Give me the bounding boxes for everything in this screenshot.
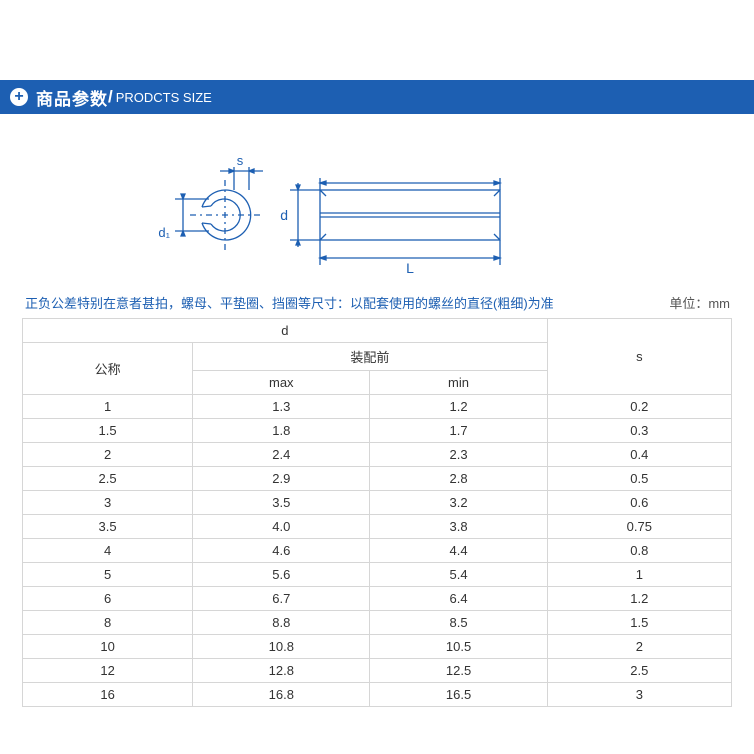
cell-s: 0.2: [547, 395, 731, 419]
cell-s: 1: [547, 563, 731, 587]
cell-max: 16.8: [193, 683, 370, 707]
table-row: 1212.812.52.5: [23, 659, 732, 683]
cell-s: 0.4: [547, 443, 731, 467]
cell-s: 2.5: [547, 659, 731, 683]
cell-max: 2.4: [193, 443, 370, 467]
cell-nominal: 8: [23, 611, 193, 635]
cell-s: 3: [547, 683, 731, 707]
note-text: 正负公差特别在意者甚拍，螺母、平垫圈、挡圈等尺寸：以配套使用的螺丝的直径(粗细)…: [25, 296, 554, 311]
th-assemble: 装配前: [193, 343, 548, 371]
table-row: 1.51.81.70.3: [23, 419, 732, 443]
cell-max: 2.9: [193, 467, 370, 491]
cell-s: 0.6: [547, 491, 731, 515]
table-row: 1010.810.52: [23, 635, 732, 659]
cell-min: 3.2: [370, 491, 547, 515]
cell-min: 16.5: [370, 683, 547, 707]
cell-min: 4.4: [370, 539, 547, 563]
unit-label: 单位：mm: [669, 293, 730, 312]
cell-min: 2.3: [370, 443, 547, 467]
cell-nominal: 2: [23, 443, 193, 467]
cell-nominal: 1: [23, 395, 193, 419]
cell-max: 8.8: [193, 611, 370, 635]
cell-nominal: 12: [23, 659, 193, 683]
svg-text:s: s: [237, 153, 244, 168]
table-row: 22.42.30.4: [23, 443, 732, 467]
cell-min: 5.4: [370, 563, 547, 587]
cell-min: 10.5: [370, 635, 547, 659]
cell-nominal: 1.5: [23, 419, 193, 443]
svg-text:L: L: [406, 260, 414, 276]
cell-nominal: 16: [23, 683, 193, 707]
cell-min: 1.2: [370, 395, 547, 419]
cell-max: 4.0: [193, 515, 370, 539]
th-d-group: d: [23, 319, 548, 343]
cell-max: 6.7: [193, 587, 370, 611]
cell-max: 1.8: [193, 419, 370, 443]
cell-nominal: 4: [23, 539, 193, 563]
cell-min: 12.5: [370, 659, 547, 683]
table-row: 2.52.92.80.5: [23, 467, 732, 491]
table-row: 3.54.03.80.75: [23, 515, 732, 539]
cell-min: 8.5: [370, 611, 547, 635]
cell-max: 3.5: [193, 491, 370, 515]
table-row: 55.65.41: [23, 563, 732, 587]
cell-nominal: 2.5: [23, 467, 193, 491]
cell-nominal: 5: [23, 563, 193, 587]
cell-nominal: 10: [23, 635, 193, 659]
dimension-table: d s 公称 装配前 max min 11.31.20.21.51.81.70.…: [22, 318, 732, 707]
tolerance-note: 正负公差特别在意者甚拍，螺母、平垫圈、挡圈等尺寸：以配套使用的螺丝的直径(粗细)…: [25, 293, 730, 312]
cell-s: 1.5: [547, 611, 731, 635]
cell-max: 10.8: [193, 635, 370, 659]
th-min: min: [370, 371, 547, 395]
cell-s: 2: [547, 635, 731, 659]
th-s: s: [547, 319, 731, 395]
table-row: 44.64.40.8: [23, 539, 732, 563]
th-max: max: [193, 371, 370, 395]
cell-min: 6.4: [370, 587, 547, 611]
table-row: 66.76.41.2: [23, 587, 732, 611]
header-slash: /: [108, 87, 114, 107]
cell-s: 0.3: [547, 419, 731, 443]
cell-s: 0.75: [547, 515, 731, 539]
cell-s: 1.2: [547, 587, 731, 611]
svg-text:d₁: d₁: [158, 225, 170, 240]
cell-s: 0.5: [547, 467, 731, 491]
table-row: 11.31.20.2: [23, 395, 732, 419]
th-nominal: 公称: [23, 343, 193, 395]
section-header: + 商品参数 / PRODCTS SIZE: [0, 80, 754, 114]
cell-nominal: 6: [23, 587, 193, 611]
table-row: 33.53.20.6: [23, 491, 732, 515]
header-title-cn: 商品参数: [36, 85, 108, 110]
plus-icon: +: [10, 88, 28, 106]
header-title-en: PRODCTS SIZE: [116, 90, 212, 105]
cell-max: 4.6: [193, 539, 370, 563]
svg-text:d: d: [280, 207, 288, 223]
cell-s: 0.8: [547, 539, 731, 563]
technical-diagram: s d₁: [0, 130, 754, 280]
table-row: 88.88.51.5: [23, 611, 732, 635]
cell-min: 2.8: [370, 467, 547, 491]
cell-min: 1.7: [370, 419, 547, 443]
cell-nominal: 3.5: [23, 515, 193, 539]
cell-min: 3.8: [370, 515, 547, 539]
cell-max: 1.3: [193, 395, 370, 419]
cell-max: 12.8: [193, 659, 370, 683]
cell-nominal: 3: [23, 491, 193, 515]
table-row: 1616.816.53: [23, 683, 732, 707]
cell-max: 5.6: [193, 563, 370, 587]
